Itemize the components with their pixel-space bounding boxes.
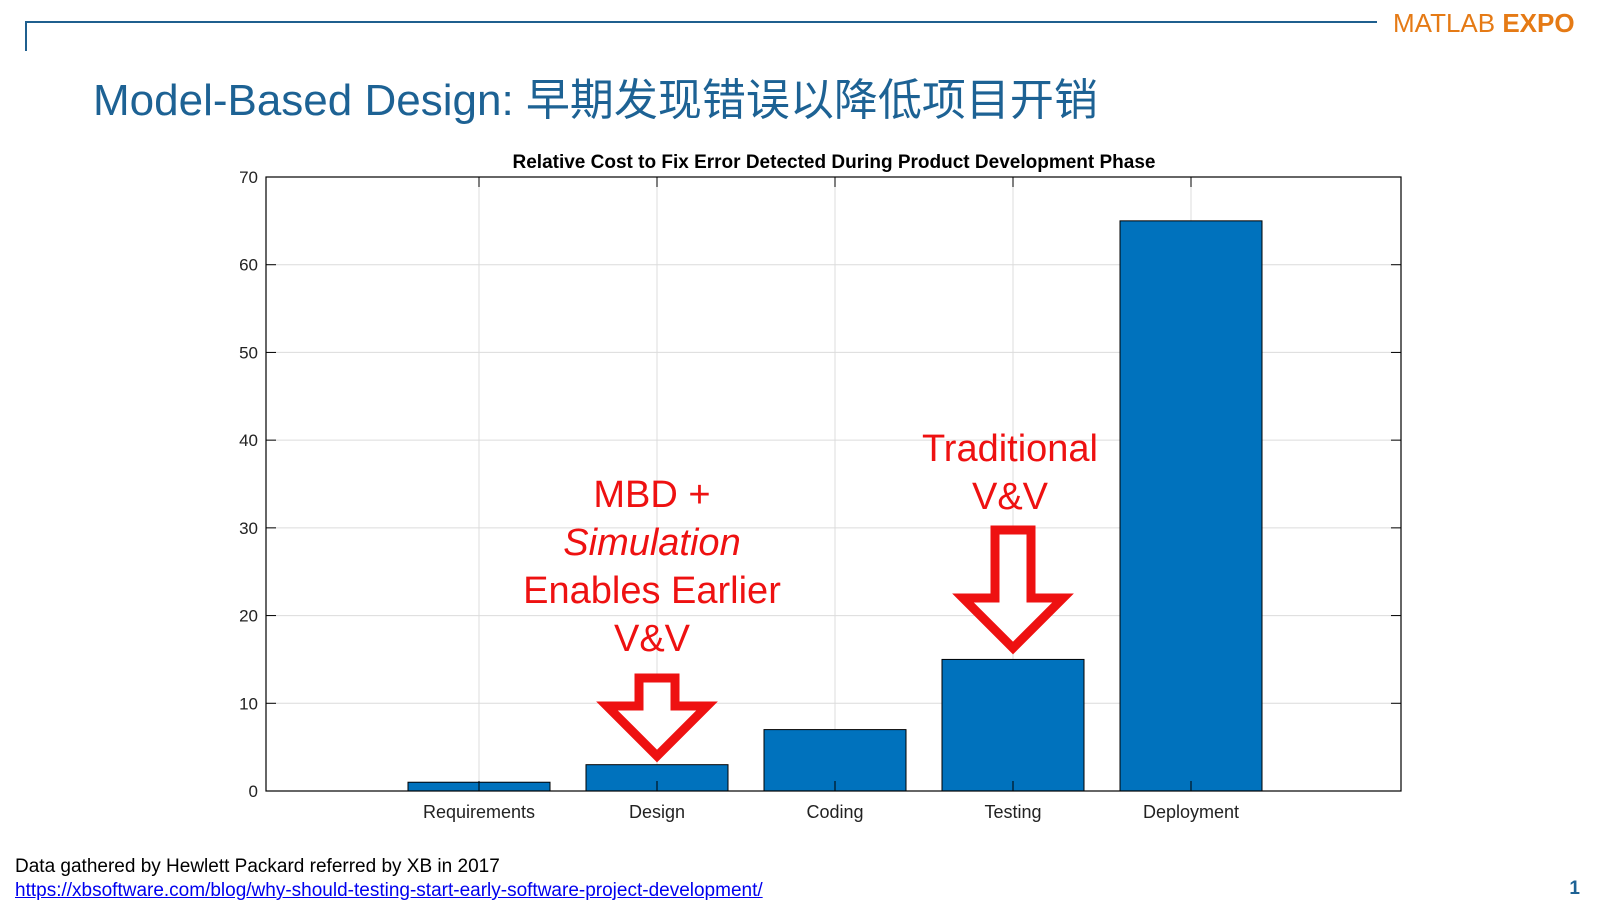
x-tick-label-requirements: Requirements	[423, 802, 535, 822]
bar-deployment	[1119, 220, 1263, 792]
annotation-mbd-line4: V&V	[613, 618, 691, 660]
plot-frame	[265, 176, 1402, 792]
annotation-mbd-line2: Simulation	[563, 522, 741, 564]
down-arrow-icon	[952, 525, 1074, 655]
annotation-traditional-line1: Traditional	[921, 428, 1099, 470]
y-tick-label: 20	[239, 607, 258, 626]
x-tick-label-testing: Testing	[984, 802, 1041, 822]
x-tick-label-design: Design	[629, 802, 685, 822]
y-tick-label: 70	[239, 168, 258, 187]
chart-title: Relative Cost to Fix Error Detected Duri…	[513, 152, 1156, 173]
source-link[interactable]: https://xbsoftware.com/blog/why-should-t…	[15, 880, 763, 901]
logo-text-matlab: MATLAB	[1393, 8, 1496, 38]
header-rule	[25, 21, 1377, 23]
page-number: 1	[1569, 878, 1580, 899]
annotation-mbd: MBD + Simulation Enables Earlier V&V	[523, 471, 781, 663]
bars	[407, 220, 1263, 792]
bar-coding	[763, 729, 907, 792]
annotation-mbd-line1: MBD +	[593, 474, 711, 516]
header-rule-corner	[25, 21, 27, 51]
annotation-mbd-line3: Enables Earlier	[523, 570, 781, 612]
x-tick-label-coding: Coding	[806, 802, 863, 822]
down-arrow-icon	[596, 673, 718, 763]
matlab-expo-logo: MATLAB EXPO	[1393, 8, 1575, 39]
x-tick-label-deployment: Deployment	[1143, 802, 1239, 822]
y-tick-label: 60	[239, 256, 258, 275]
slide-title: Model-Based Design: 早期发现错误以降低项目开销	[93, 76, 1098, 125]
axes: 0 10 20 30 40 50 60 70 Requirements Design Coding T…	[239, 168, 1402, 822]
annotation-traditional: Traditional V&V	[922, 425, 1098, 521]
y-tick-label: 30	[239, 519, 258, 538]
annotation-arrows	[596, 525, 1074, 763]
y-tick-label: 50	[239, 343, 258, 362]
source-note: Data gathered by Hewlett Packard referre…	[15, 856, 500, 877]
logo-text-expo: EXPO	[1502, 8, 1575, 38]
bar-testing	[941, 658, 1085, 792]
annotation-traditional-line2: V&V	[971, 476, 1049, 518]
y-tick-label: 10	[239, 694, 258, 713]
y-tick-label: 0	[249, 782, 258, 801]
y-tick-label: 40	[239, 431, 258, 450]
